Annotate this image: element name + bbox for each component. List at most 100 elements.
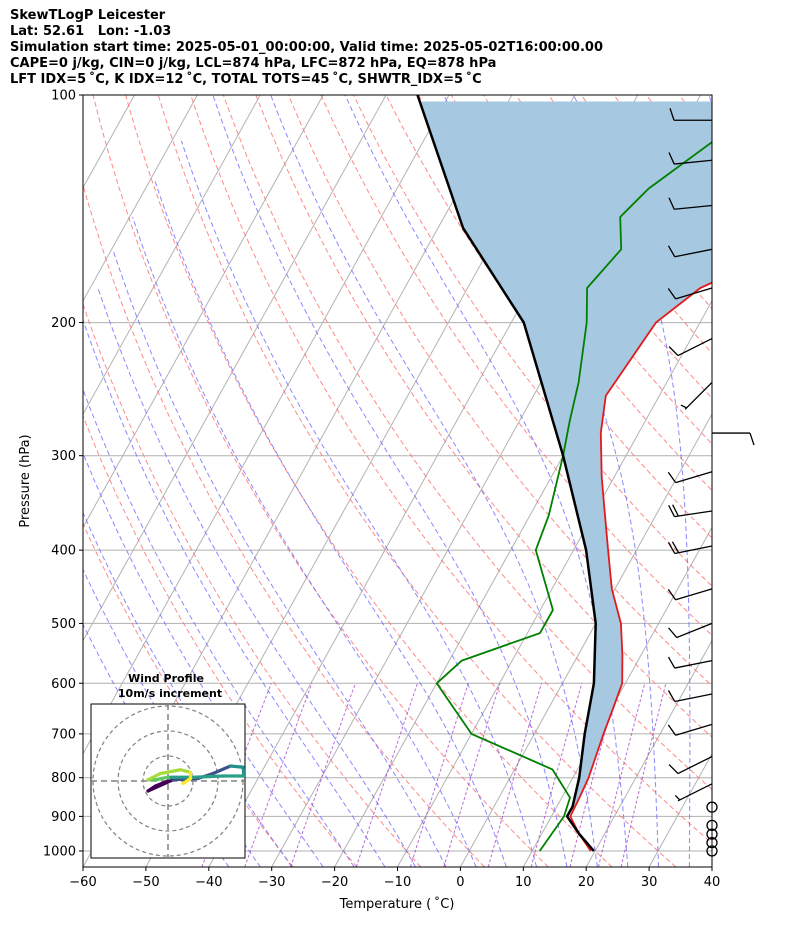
wind-barb-flag [671,541,680,554]
wind-barb-halfflag [680,404,687,409]
y-tick-label: 800 [51,771,76,786]
dry-adiabat [83,302,422,867]
y-tick-label: 200 [51,316,76,331]
dry-adiabat [450,95,712,445]
y-tick-label: 1000 [43,844,76,859]
hodograph-segment [178,768,193,774]
wind-barb-staff [675,588,713,601]
wind-barb-halfflag [674,794,681,801]
dry-adiabat [320,95,712,637]
wind-barb-flag [668,764,679,774]
moist-adiabat [708,95,712,109]
dry-adiabat [255,95,712,738]
x-tick-label: −30 [258,875,285,890]
moist-adiabat [83,318,386,867]
mixing-ratio-line [355,683,418,867]
moist-adiabat [97,287,416,867]
hodograph-segment [181,776,193,786]
x-tick-label: −10 [384,875,411,890]
x-tick-label: 10 [515,875,532,890]
axes: −60 −50 −40 −30 −20 −10 0 10 20 30 40 1000 900 800 700… [43,89,720,891]
wind-barb-staff [684,381,713,410]
mixing-ratio-line [409,683,469,867]
x-axis-label: Temperature ( ˚C) [339,896,455,912]
wind-barb-staff [674,545,713,555]
y-tick-label: 700 [51,727,76,742]
plot-lines [416,95,712,852]
mixing-ratio-line [569,683,619,867]
y-tick-label: 900 [51,810,76,825]
mixing-ratio-line [290,683,356,867]
mixing-ratio-line [620,683,667,867]
x-tick-label: −50 [132,875,159,890]
wind-barb [667,690,713,703]
hodograph-ring [117,730,219,832]
wind-barb-flag [668,152,675,165]
hodograph-segment [153,775,170,782]
wind-barb-flag [667,690,676,702]
moist-adiabat [572,95,691,867]
dry-adiabat [83,183,485,867]
isotherm [711,865,712,867]
hodograph-segment [146,771,163,782]
wind-barb-staff [677,338,713,357]
wind-barb [667,245,713,258]
dry-adiabat [157,95,677,867]
hodograph-inset: Wind Profile 10m/s increment [90,672,246,859]
wind-barb [668,622,713,639]
wind-barb-staff [674,510,713,518]
wind-barb-flag [667,724,677,736]
isotherm [83,95,198,302]
hodograph-segment [228,764,245,769]
wind-barb-flag [667,288,677,300]
dry-adiabat [418,95,712,492]
wind-barb-flag [667,471,677,484]
isotherm [0,95,9,867]
moist-adiabat [112,249,447,867]
wind-barb [668,338,713,357]
moist-adiabat [132,216,477,867]
wind-barb [668,152,713,165]
wind-barb [667,588,713,601]
wind-barb [669,108,712,121]
wind-barb-flag [668,505,675,517]
temperature-line [569,281,712,852]
dewpoint-line [435,140,712,852]
wind-barb-staff [676,622,713,639]
dry-adiabat [92,95,549,867]
wind-barb [668,197,713,210]
wind-barb-flag [668,346,679,357]
wind-barb-staff [674,204,713,210]
wind-barb-flag [667,656,676,669]
x-tick-label: 40 [704,875,721,890]
chart-header: SkewTLogP Leicester Lat: 52.61 Lon: -1.0… [10,8,603,88]
wind-barb-flag [667,245,676,258]
indices-line: LFT IDX=5 ˚C, K IDX=12 ˚C, TOTAL TOTS=45… [10,72,482,87]
dry-adiabat [125,95,613,867]
y-axis-label: Pressure (hPa) [18,434,33,527]
wind-barb [667,471,713,484]
wind-barb [712,432,755,446]
dry-adiabat [287,95,712,687]
wind-barb [667,656,713,669]
wind-barb [667,723,713,736]
isotherm [83,95,324,529]
wind-barb-flag [667,589,677,601]
mixing-ratio-line [244,683,313,867]
y-tick-label: 300 [51,449,76,464]
hodograph-segment [158,768,183,776]
mixing-ratio-line [487,683,542,867]
wind-barb-flag [668,627,678,638]
mixing-ratio-line [443,683,501,867]
wind-barb-staff [674,659,713,669]
isotherm [83,95,387,642]
moist-adiabat [154,180,507,867]
moist-adiabat [83,388,355,867]
wind-barb [680,381,713,410]
wind-barb-flag [749,432,755,446]
wind-barb-flag [669,108,675,121]
x-tick-label: 20 [578,875,595,890]
wind-barb [667,287,713,300]
cape-shading [419,101,712,807]
x-tick-label: 0 [456,875,464,890]
